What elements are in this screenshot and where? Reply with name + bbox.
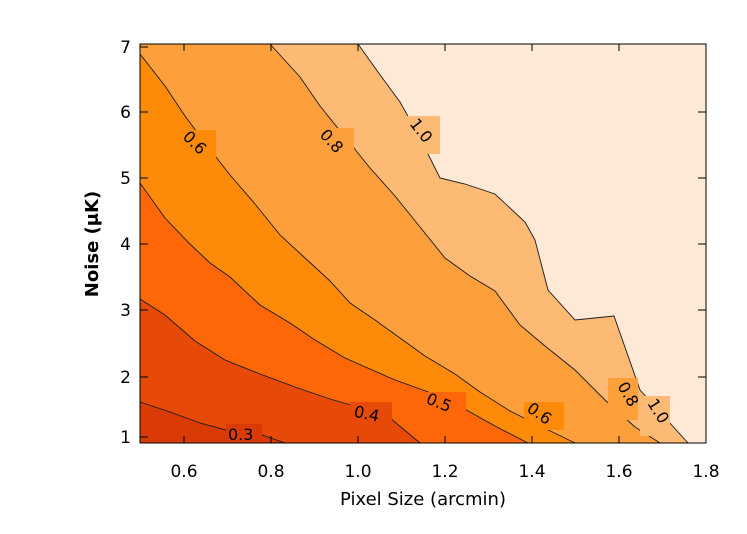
label-bg-0.8-b <box>608 378 638 420</box>
contour-label-0.4: 0.4 <box>352 402 381 426</box>
y-tick-label: 3 <box>120 301 131 321</box>
label-bg-0.6-a <box>178 130 216 160</box>
x-tick-label: 0.6 <box>170 462 197 482</box>
x-tick-label: 1.0 <box>344 462 371 482</box>
label-bg-0.8-a <box>314 128 354 162</box>
contour-labels: 0.3 0.4 0.5 0.6 0.6 0.8 0.8 1.0 1.0 <box>178 115 673 444</box>
x-axis-ticks <box>183 44 707 443</box>
region-fill-below-0.3 <box>140 402 285 443</box>
y-tick-label: 6 <box>120 103 131 123</box>
label-bg-0.6-b <box>524 402 564 430</box>
x-tick-label: 1.4 <box>518 462 545 482</box>
y-axis-ticks <box>140 46 706 438</box>
y-tick-label: 5 <box>120 169 131 189</box>
contour-line-0.8 <box>269 43 661 444</box>
y-tick-label: 2 <box>120 368 131 388</box>
x-tick-label: 1.8 <box>692 462 719 482</box>
label-bg-1.0-a <box>404 116 440 154</box>
x-axis-title: Pixel Size (arcmin) <box>340 489 506 510</box>
x-tick-labels: 0.6 0.8 1.0 1.2 1.4 1.6 1.8 <box>170 462 719 482</box>
y-tick-label: 7 <box>120 38 131 58</box>
x-tick-label: 1.6 <box>605 462 632 482</box>
y-tick-label: 4 <box>120 235 131 255</box>
plot-regions <box>140 44 706 443</box>
contour-line-1.0 <box>357 43 689 444</box>
label-bg-0.3 <box>226 424 262 442</box>
y-tick-labels: 1 2 3 4 5 6 7 <box>120 38 131 448</box>
x-tick-label: 0.8 <box>257 462 284 482</box>
contour-label-0.3: 0.3 <box>228 425 253 444</box>
x-tick-label: 1.2 <box>431 462 458 482</box>
label-bg-0.4 <box>350 402 392 424</box>
y-tick-label: 1 <box>120 428 131 448</box>
y-axis-title: Noise (μK) <box>82 191 103 297</box>
contour-line-0.3 <box>139 401 286 444</box>
label-bg-1.0-b <box>640 396 670 436</box>
label-bg-0.5 <box>422 392 466 416</box>
